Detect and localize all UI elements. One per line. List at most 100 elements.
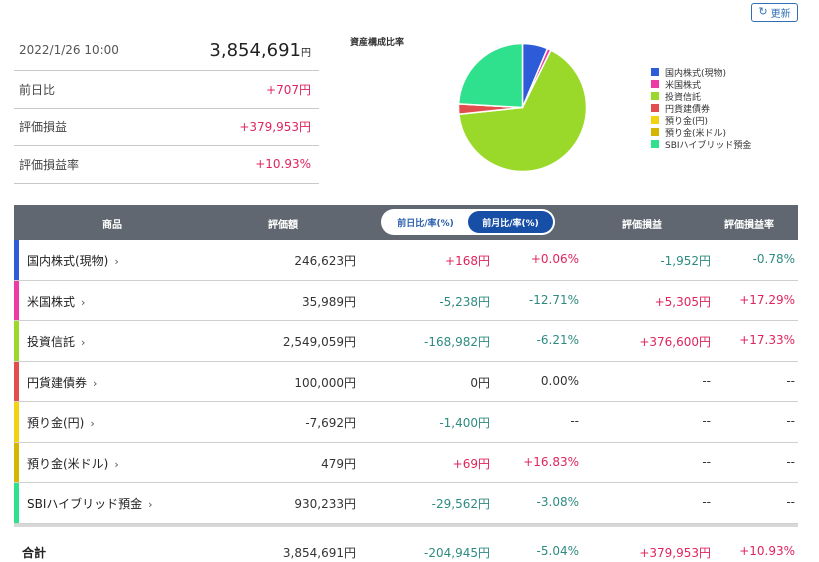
diff-rate-cell: -- bbox=[570, 414, 579, 428]
period-toggle[interactable]: 前日比/率(%) 前月比/率(%) bbox=[381, 209, 555, 235]
summary-total-value: 3,854,691円 bbox=[209, 39, 311, 61]
summary-row-day-change: 前日比 +707円 bbox=[14, 71, 319, 109]
legend-swatch bbox=[651, 80, 659, 88]
pl-cell: +376,600円 bbox=[639, 335, 711, 349]
toggle-day-change[interactable]: 前日比/率(%) bbox=[397, 218, 454, 229]
legend-swatch bbox=[651, 128, 659, 136]
total-diff-rate: -5.04% bbox=[536, 543, 579, 558]
header-value: 評価額 bbox=[268, 220, 298, 231]
category-color-bar bbox=[14, 280, 19, 320]
legend-item: SBIハイブリッド預金 bbox=[651, 138, 751, 151]
legend-item: 円貨建債券 bbox=[651, 102, 751, 115]
pl-rate-cell: -- bbox=[786, 454, 795, 469]
table-row: 円貨建債券 › 100,000円 0円 0.00% -- -- bbox=[14, 361, 798, 402]
table-row: 預り金(円) › -7,692円 -1,400円 -- -- -- bbox=[14, 402, 798, 443]
total-diff: -204,945円 bbox=[424, 545, 490, 560]
legend-swatch bbox=[651, 68, 659, 76]
legend-item: 預り金(円) bbox=[651, 114, 751, 127]
table-row: 国内株式(現物) › 246,623円 +168円 +0.06% -1,952円 -0.78… bbox=[14, 240, 798, 281]
table-row: 預り金(米ドル) › 479円 +69円 +16.83% -- -- bbox=[14, 442, 798, 483]
product-link[interactable]: SBIハイブリッド預金 › bbox=[27, 497, 153, 511]
legend-label: 投資信託 bbox=[665, 92, 702, 103]
legend-label: 米国株式 bbox=[665, 80, 702, 91]
chevron-right-icon: › bbox=[114, 457, 119, 471]
table-row: 投資信託 › 2,549,059円 -168,982円 -6.21% +376,600円 +… bbox=[14, 321, 798, 362]
pl-cell: -- bbox=[702, 454, 711, 469]
diff-rate-cell: -3.08% bbox=[536, 495, 579, 509]
pl-cell: -- bbox=[702, 373, 711, 388]
value-cell: 2,549,059円 bbox=[282, 335, 356, 349]
legend-item: 預り金(米ドル) bbox=[651, 126, 751, 139]
pie-slice bbox=[457, 42, 524, 109]
pl-rate-cell: -- bbox=[786, 495, 795, 509]
diff-cell: -168,982円 bbox=[424, 335, 490, 349]
pl-cell: +5,305円 bbox=[654, 294, 711, 309]
chevron-right-icon: › bbox=[93, 376, 98, 390]
legend-swatch bbox=[651, 116, 659, 124]
value-cell: 930,233円 bbox=[294, 497, 356, 511]
chevron-right-icon: › bbox=[114, 255, 119, 268]
summary-panel: 2022/1/26 10:00 3,854,691円 前日比 +707円 評価損… bbox=[14, 30, 319, 184]
category-color-bar bbox=[14, 442, 19, 482]
value-cell: 35,989円 bbox=[302, 294, 356, 309]
product-link[interactable]: 米国株式 › bbox=[27, 294, 86, 309]
pl-cell: -- bbox=[702, 495, 711, 509]
holdings-table: 商品 評価額 前日比/率(%) 前月比/率(%) 評価損益 評価損益率 国内株式… bbox=[14, 205, 798, 562]
category-color-bar bbox=[14, 361, 19, 401]
legend-swatch bbox=[651, 92, 659, 100]
product-link[interactable]: 国内株式(現物) › bbox=[27, 254, 119, 268]
diff-rate-cell: +0.06% bbox=[530, 252, 579, 266]
category-color-bar bbox=[14, 483, 19, 523]
diff-rate-cell: -12.71% bbox=[528, 292, 579, 307]
summary-row-pl: 評価損益 +379,953円 bbox=[14, 109, 319, 146]
summary-datetime: 2022/1/26 10:00 bbox=[19, 43, 119, 57]
value-cell: 100,000円 bbox=[294, 375, 356, 390]
diff-cell: 0円 bbox=[470, 375, 490, 390]
summary-total-row: 2022/1/26 10:00 3,854,691円 bbox=[14, 30, 319, 71]
refresh-button[interactable]: ↻ 更新 bbox=[751, 3, 798, 22]
pl-rate-cell: +17.29% bbox=[739, 292, 795, 307]
chevron-right-icon: › bbox=[148, 498, 153, 511]
header-pl: 評価損益 bbox=[622, 220, 662, 231]
diff-rate-cell: 0.00% bbox=[540, 373, 579, 388]
product-link[interactable]: 円貨建債券 › bbox=[27, 375, 98, 390]
header-pl-rate: 評価損益率 bbox=[724, 220, 774, 231]
value-cell: 246,623円 bbox=[294, 254, 356, 268]
diff-cell: +69円 bbox=[452, 456, 490, 471]
product-link[interactable]: 預り金(米ドル) › bbox=[27, 456, 119, 471]
pl-cell: -- bbox=[702, 414, 711, 428]
pl-rate-cell: -- bbox=[786, 373, 795, 388]
product-link[interactable]: 投資信託 › bbox=[27, 335, 86, 349]
diff-rate-cell: -6.21% bbox=[536, 333, 579, 347]
pie-slice bbox=[458, 49, 588, 173]
pl-rate-cell: -0.78% bbox=[752, 252, 795, 266]
diff-cell: +168円 bbox=[445, 254, 490, 268]
legend-label: 預り金(円) bbox=[665, 116, 709, 127]
pl-cell: -1,952円 bbox=[660, 254, 711, 268]
value-cell: -7,692円 bbox=[305, 416, 356, 430]
chevron-right-icon: › bbox=[90, 417, 95, 430]
legend-swatch bbox=[651, 140, 659, 148]
total-pl: +379,953円 bbox=[639, 545, 711, 560]
legend-item: 投資信託 bbox=[651, 90, 751, 103]
diff-rate-cell: +16.83% bbox=[523, 454, 579, 469]
table-row: SBIハイブリッド預金 › 930,233円 -29,562円 -3.08% -- -- bbox=[14, 483, 798, 524]
legend-swatch bbox=[651, 104, 659, 112]
diff-cell: -1,400円 bbox=[439, 416, 490, 430]
product-link[interactable]: 預り金(円) › bbox=[27, 416, 95, 430]
legend-item: 米国株式 bbox=[651, 78, 751, 91]
summary-pl-rate-value: +10.93% bbox=[255, 157, 311, 172]
total-pl-rate: +10.93% bbox=[739, 543, 795, 558]
table-header: 商品 評価額 前日比/率(%) 前月比/率(%) 評価損益 評価損益率 bbox=[14, 205, 798, 240]
diff-cell: -5,238円 bbox=[439, 294, 490, 309]
legend-label: 預り金(米ドル) bbox=[665, 128, 727, 139]
category-color-bar bbox=[14, 240, 19, 280]
allocation-legend: 国内株式(現物) 米国株式 投資信託 円貨建債券 預り金(円) 預り金(米ドル) SBIハイ… bbox=[651, 66, 751, 151]
value-cell: 479円 bbox=[321, 456, 356, 471]
allocation-title: 資産構成比率 bbox=[350, 38, 405, 48]
pl-rate-cell: -- bbox=[786, 414, 795, 428]
toggle-month-change[interactable]: 前月比/率(%) bbox=[468, 211, 553, 233]
total-value: 3,854,691円 bbox=[282, 545, 356, 560]
summary-pl-value: +379,953円 bbox=[239, 120, 311, 135]
diff-cell: -29,562円 bbox=[431, 497, 490, 511]
